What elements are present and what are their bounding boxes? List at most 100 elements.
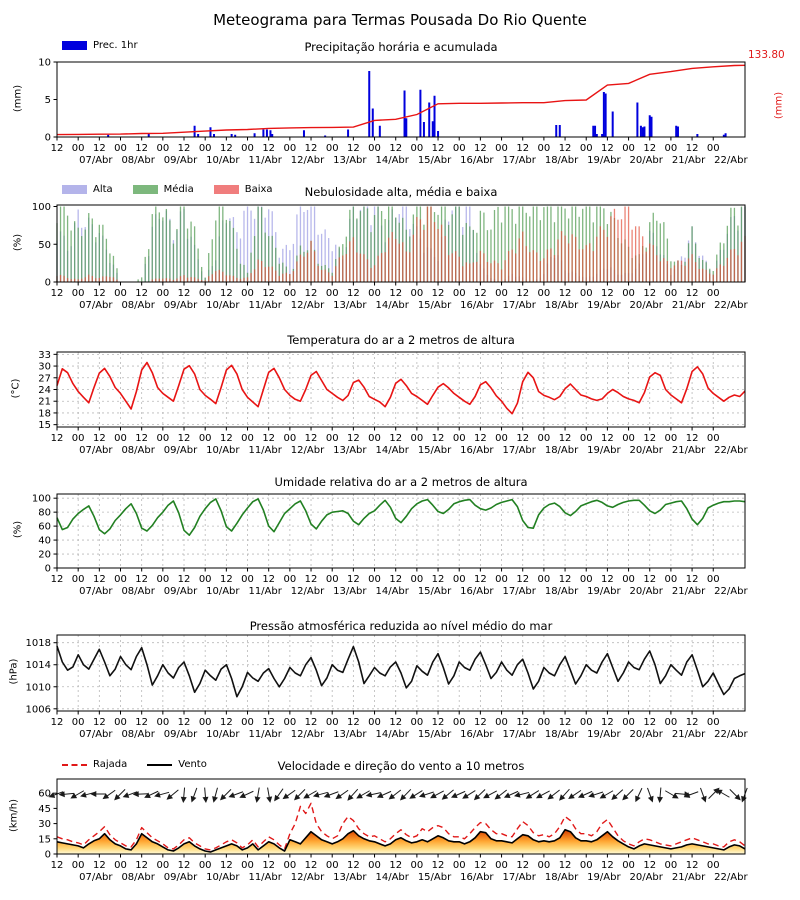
svg-text:00: 00	[580, 717, 593, 728]
svg-text:12: 12	[686, 717, 699, 728]
baixa-swatch-icon	[213, 185, 239, 194]
svg-text:12: 12	[474, 860, 487, 871]
panel-title-cloudiness: Nebulosidade alta, média e baixa	[304, 185, 498, 199]
svg-text:00: 00	[453, 717, 466, 728]
svg-text:12: 12	[601, 574, 614, 585]
svg-text:12: 12	[601, 143, 614, 154]
svg-text:12: 12	[220, 143, 233, 154]
svg-text:00: 00	[72, 288, 85, 299]
svg-text:22/Abr: 22/Abr	[714, 729, 748, 740]
svg-text:00: 00	[538, 143, 551, 154]
svg-text:12: 12	[220, 433, 233, 444]
svg-text:18/Abr: 18/Abr	[545, 445, 579, 456]
svg-text:12: 12	[432, 433, 445, 444]
legend-item-rajada: Rajada	[62, 759, 127, 770]
svg-text:00: 00	[495, 433, 508, 444]
svg-text:14/Abr: 14/Abr	[375, 300, 409, 311]
svg-text:0: 0	[45, 850, 51, 861]
svg-text:00: 00	[368, 717, 381, 728]
svg-text:17/Abr: 17/Abr	[502, 586, 536, 597]
svg-text:09/Abr: 09/Abr	[164, 445, 198, 456]
svg-text:17/Abr: 17/Abr	[502, 300, 536, 311]
svg-text:00: 00	[156, 717, 169, 728]
svg-text:12: 12	[559, 143, 572, 154]
svg-text:12: 12	[178, 860, 191, 871]
legend-item-prec1hr: Prec. 1hr	[62, 40, 138, 51]
svg-text:19/Abr: 19/Abr	[587, 445, 621, 456]
svg-text:1010: 1010	[26, 682, 51, 693]
svg-text:00: 00	[199, 860, 212, 871]
svg-text:12: 12	[643, 288, 656, 299]
svg-text:12: 12	[686, 288, 699, 299]
svg-text:12: 12	[178, 717, 191, 728]
svg-text:18: 18	[38, 408, 51, 419]
svg-text:15/Abr: 15/Abr	[418, 586, 452, 597]
svg-text:0: 0	[45, 278, 51, 289]
svg-text:20/Abr: 20/Abr	[630, 872, 664, 883]
svg-text:10/Abr: 10/Abr	[206, 155, 240, 166]
svg-text:00: 00	[283, 433, 296, 444]
svg-text:00: 00	[199, 288, 212, 299]
svg-text:19/Abr: 19/Abr	[587, 155, 621, 166]
svg-text:00: 00	[411, 860, 424, 871]
svg-text:07/Abr: 07/Abr	[79, 586, 113, 597]
svg-text:08/Abr: 08/Abr	[121, 872, 155, 883]
svg-text:11/Abr: 11/Abr	[248, 586, 282, 597]
svg-text:10/Abr: 10/Abr	[206, 729, 240, 740]
svg-text:08/Abr: 08/Abr	[121, 586, 155, 597]
svg-text:08/Abr: 08/Abr	[121, 729, 155, 740]
svg-text:00: 00	[707, 717, 720, 728]
svg-text:1006: 1006	[26, 704, 51, 715]
svg-text:00: 00	[72, 717, 85, 728]
svg-text:14/Abr: 14/Abr	[375, 586, 409, 597]
svg-text:12: 12	[389, 574, 402, 585]
svg-text:12: 12	[51, 288, 64, 299]
svg-text:12: 12	[686, 143, 699, 154]
svg-text:00: 00	[622, 143, 635, 154]
svg-text:24: 24	[38, 385, 51, 396]
svg-text:15/Abr: 15/Abr	[418, 300, 452, 311]
svg-text:12: 12	[51, 717, 64, 728]
svg-text:14/Abr: 14/Abr	[375, 445, 409, 456]
svg-text:12: 12	[93, 143, 106, 154]
svg-text:16/Abr: 16/Abr	[460, 155, 494, 166]
svg-text:21: 21	[38, 397, 51, 408]
svg-text:09/Abr: 09/Abr	[164, 586, 198, 597]
svg-text:00: 00	[114, 288, 127, 299]
svg-text:11/Abr: 11/Abr	[248, 872, 282, 883]
svg-text:00: 00	[580, 288, 593, 299]
svg-text:12: 12	[262, 433, 275, 444]
svg-text:20/Abr: 20/Abr	[630, 300, 664, 311]
svg-text:12: 12	[474, 574, 487, 585]
svg-text:12: 12	[135, 143, 148, 154]
svg-text:12/Abr: 12/Abr	[291, 872, 325, 883]
svg-text:12: 12	[305, 288, 318, 299]
svg-text:00: 00	[368, 288, 381, 299]
legend-label: Vento	[178, 759, 207, 770]
ylabel-temperature: (°C)	[10, 378, 22, 399]
svg-text:15/Abr: 15/Abr	[418, 155, 452, 166]
svg-text:00: 00	[453, 860, 466, 871]
vento-line-icon	[147, 763, 173, 766]
ylabel-cloudiness: (%)	[12, 233, 24, 252]
svg-text:08/Abr: 08/Abr	[121, 155, 155, 166]
svg-text:00: 00	[707, 143, 720, 154]
svg-text:12: 12	[347, 717, 360, 728]
legend-label: Alta	[93, 184, 113, 195]
svg-text:00: 00	[326, 143, 339, 154]
svg-text:00: 00	[580, 143, 593, 154]
svg-text:12: 12	[220, 288, 233, 299]
panel-title-wind: Velocidade e direção do vento a 10 metro…	[277, 759, 525, 773]
svg-text:00: 00	[368, 433, 381, 444]
svg-text:21/Abr: 21/Abr	[672, 872, 706, 883]
legend-label: Média	[163, 184, 194, 195]
svg-text:12/Abr: 12/Abr	[291, 586, 325, 597]
svg-text:12: 12	[643, 433, 656, 444]
svg-text:12: 12	[51, 143, 64, 154]
svg-text:00: 00	[283, 288, 296, 299]
svg-text:12: 12	[601, 433, 614, 444]
svg-text:00: 00	[199, 143, 212, 154]
svg-text:00: 00	[411, 288, 424, 299]
ylabel-humidity: (%)	[12, 520, 24, 539]
svg-text:12: 12	[643, 574, 656, 585]
